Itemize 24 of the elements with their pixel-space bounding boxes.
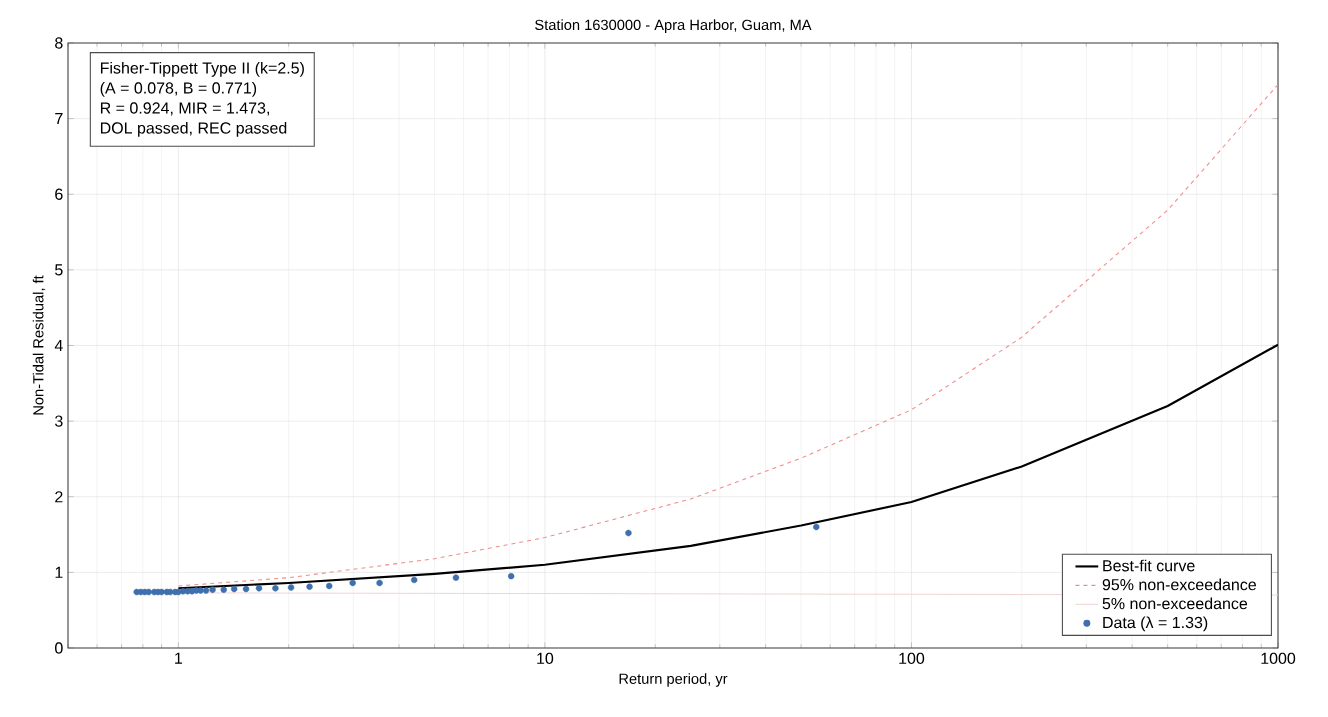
x-tick-label: 1 (175, 652, 183, 664)
y-axis-title: Non-Tidal Residual, ft (32, 275, 46, 415)
y-tick-label: 6 (55, 188, 63, 200)
legend-label: 5% non-exceedance (1102, 597, 1248, 610)
y-tick-label: 2 (55, 491, 63, 503)
x-tick-label: 1000 (1261, 652, 1296, 665)
legend-label: Best-fit curve (1103, 559, 1195, 572)
y-tick-label: 3 (55, 415, 63, 427)
y-tick-label: 7 (55, 113, 63, 125)
legend-label: 95% non-exceedance (1102, 578, 1256, 591)
y-tick-label: 5 (55, 264, 63, 276)
annotation: DOL passed, REC passed (100, 121, 287, 137)
x-tick-label: 100 (899, 652, 925, 665)
y-tick-label: 0 (55, 642, 63, 654)
y-tick-label: 8 (55, 37, 63, 49)
x-tick-label: 10 (537, 652, 554, 665)
y-tick-label: 1 (55, 566, 63, 578)
annotation: Fisher-Tippett Type II (k=2.5) (100, 61, 304, 77)
annotation: (A = 0.078, B = 0.771) (100, 81, 257, 97)
x-axis-title: Return period, yr (619, 673, 728, 687)
chart-title: Station 1630000 - Apra Harbor, Guam, MA (535, 19, 812, 33)
y-tick-label: 4 (54, 339, 63, 351)
annotation: R = 0.924, MIR = 1.473, (100, 102, 269, 116)
legend-label: Data (λ = 1.33) (1103, 616, 1208, 632)
